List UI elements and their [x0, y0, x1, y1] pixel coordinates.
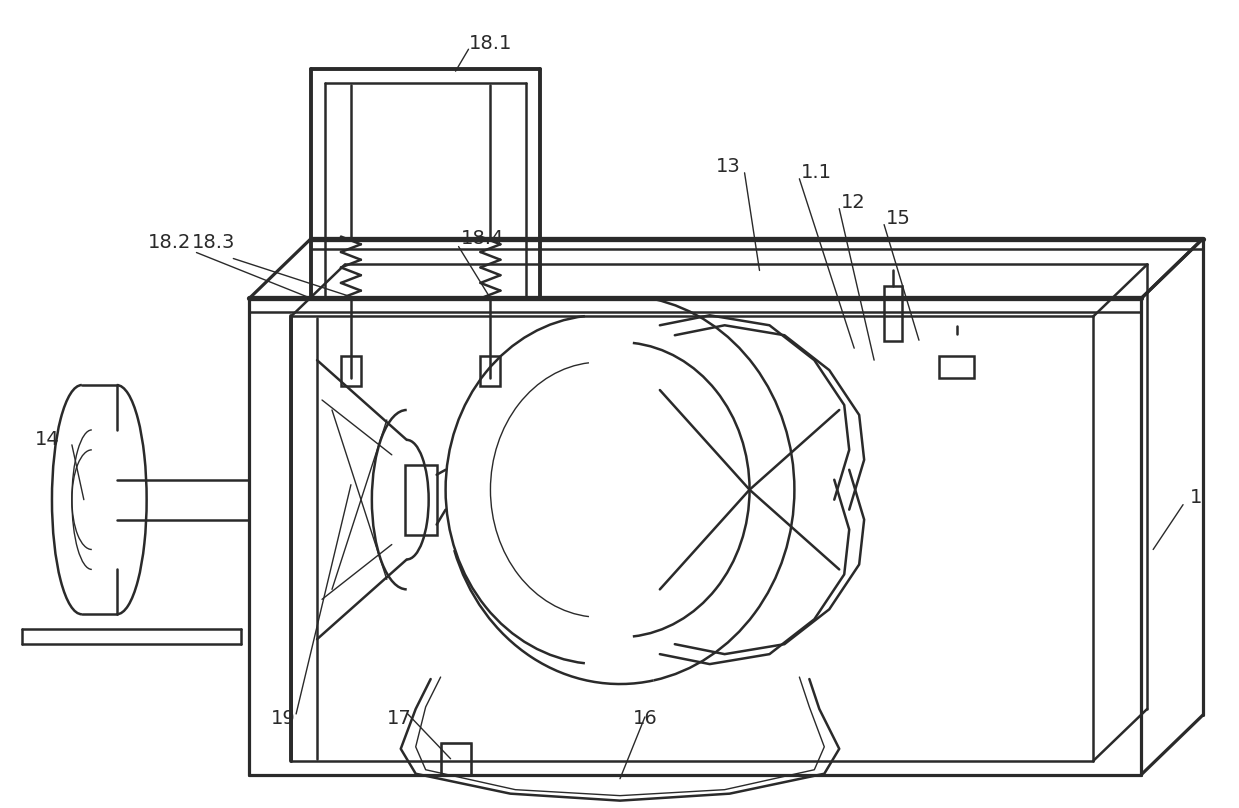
Text: 17: 17	[387, 709, 411, 729]
Bar	[441, 743, 471, 775]
Text: 15: 15	[886, 209, 911, 228]
Text: 18.4: 18.4	[461, 229, 504, 248]
Text: 18.2: 18.2	[147, 233, 191, 252]
Bar	[341, 356, 361, 386]
Text: 13: 13	[716, 158, 741, 176]
Text: 14: 14	[35, 431, 59, 449]
Bar	[885, 286, 902, 341]
Text: 19: 19	[271, 709, 296, 729]
Bar	[939, 356, 974, 378]
Bar	[481, 356, 501, 386]
Text: 16: 16	[633, 709, 657, 729]
Text: 18.1: 18.1	[468, 34, 512, 53]
Text: 18.3: 18.3	[192, 233, 235, 252]
Text: 1: 1	[1189, 488, 1202, 507]
Text: 1.1: 1.1	[802, 163, 833, 183]
Bar	[441, 743, 471, 775]
Text: 12: 12	[841, 193, 866, 213]
Bar	[405, 465, 436, 535]
